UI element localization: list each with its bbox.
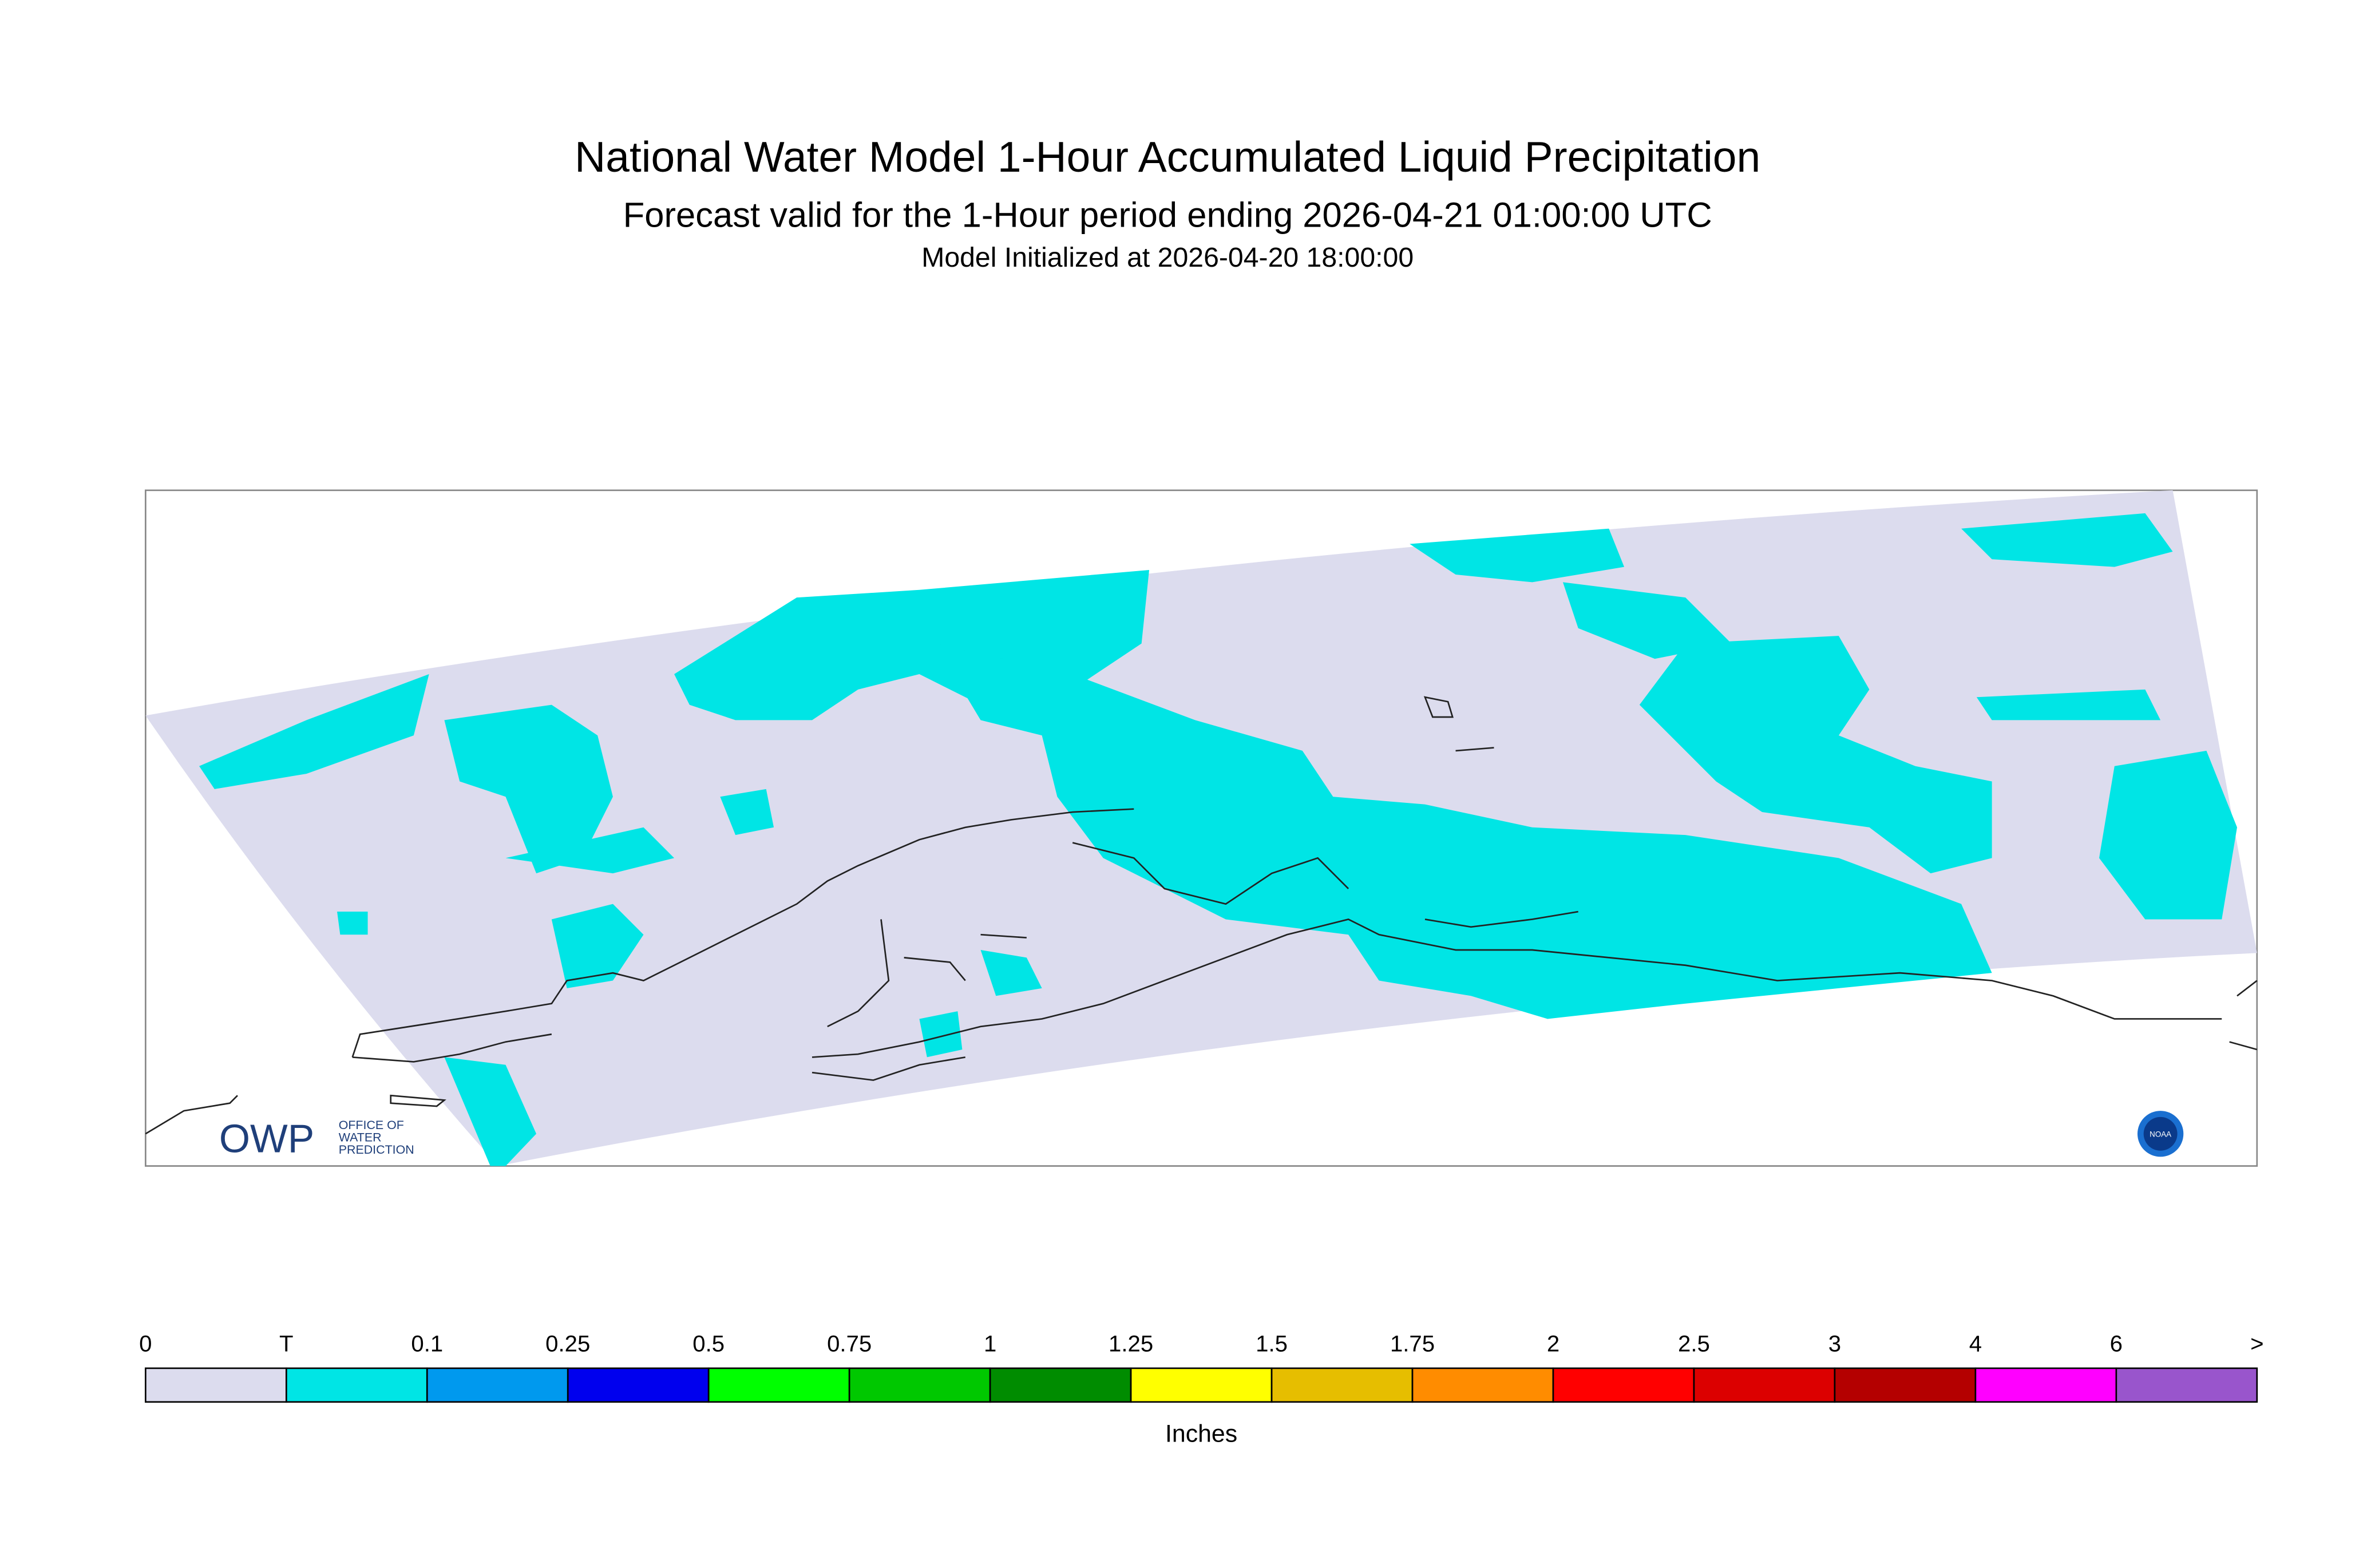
legend-label: 2.5 bbox=[1678, 1331, 1710, 1356]
legend-label: 0.75 bbox=[827, 1331, 872, 1356]
legend-swatch bbox=[1552, 1367, 1695, 1403]
logo-text: OFFICE OF bbox=[339, 1118, 404, 1132]
legend-swatch bbox=[1834, 1367, 1977, 1403]
legend-label: 1.5 bbox=[1256, 1331, 1288, 1356]
owp-logo: OWP OFFICE OF WATER PREDICTION bbox=[219, 1116, 414, 1161]
legend-unit: Inches bbox=[1165, 1420, 1237, 1447]
legend-swatch bbox=[1130, 1367, 1273, 1403]
legend-swatch bbox=[285, 1367, 428, 1403]
legend-swatch bbox=[2115, 1367, 2258, 1403]
noaa-logo: NOAA bbox=[2137, 1111, 2184, 1157]
legend-swatch bbox=[707, 1367, 850, 1403]
legend-swatch bbox=[1693, 1367, 1836, 1403]
legend-label: 0.25 bbox=[545, 1331, 590, 1356]
legend-label: 4 bbox=[1969, 1331, 1982, 1356]
legend-swatch bbox=[1270, 1367, 1414, 1403]
legend-swatch bbox=[145, 1367, 287, 1403]
title: National Water Model 1-Hour Accumulated … bbox=[575, 133, 1760, 181]
init-time: Model Initialized at 2026-04-20 18:00:00 bbox=[921, 242, 1414, 273]
legend-label: 3 bbox=[1828, 1331, 1841, 1356]
legend-label: 0.5 bbox=[692, 1331, 725, 1356]
legend: 0 T 0.1 0.25 0.5 0.75 1 1.25 1.5 1.75 2 2.5 3 4 6 > bbox=[139, 1331, 2264, 1403]
logo-acronym: OWP bbox=[219, 1116, 314, 1161]
legend-label: 1.75 bbox=[1390, 1331, 1435, 1356]
legend-swatch bbox=[1974, 1367, 2117, 1403]
legend-label: 2 bbox=[1547, 1331, 1559, 1356]
legend-label: 6 bbox=[2110, 1331, 2123, 1356]
logo-text: PREDICTION bbox=[339, 1143, 414, 1157]
legend-swatch bbox=[1411, 1367, 1554, 1403]
noaa-text: NOAA bbox=[2150, 1130, 2171, 1139]
coastlines bbox=[145, 696, 2258, 1135]
legend-label: 1.25 bbox=[1109, 1331, 1153, 1356]
legend-label: 0.1 bbox=[411, 1331, 443, 1356]
legend-label: T bbox=[279, 1331, 294, 1356]
legend-label: 1 bbox=[984, 1331, 996, 1356]
legend-swatch bbox=[567, 1367, 710, 1403]
legend-swatch bbox=[989, 1367, 1132, 1403]
legend-swatch bbox=[848, 1367, 991, 1403]
logo-text: WATER bbox=[339, 1131, 382, 1145]
legend-label: > bbox=[2250, 1331, 2263, 1356]
legend-swatch bbox=[426, 1367, 569, 1403]
legend-label: 0 bbox=[139, 1331, 152, 1356]
precip-areas bbox=[199, 513, 2238, 1166]
map: OWP OFFICE OF WATER PREDICTION NOAA bbox=[145, 489, 2258, 1167]
subtitle: Forecast valid for the 1-Hour period end… bbox=[623, 195, 1712, 235]
